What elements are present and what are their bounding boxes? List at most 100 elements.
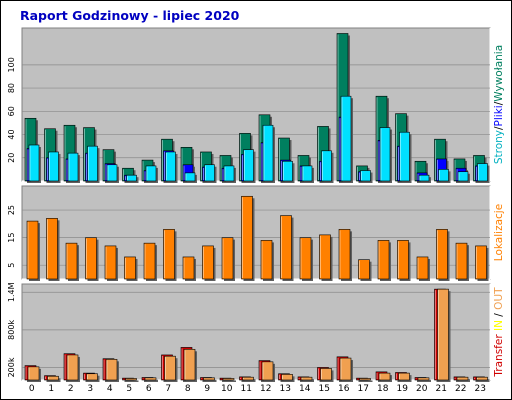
transfer-out-shadow: [205, 379, 217, 382]
x-tick-label: 5: [126, 384, 132, 394]
transfer-out-shadow: [420, 379, 431, 382]
transfer-out-shadow: [225, 380, 236, 382]
x-tick-label: 2: [68, 384, 74, 394]
ylabel-part: IN: [493, 320, 505, 331]
lokalizacje-bar-5: [124, 256, 136, 280]
chart-title: Raport Godzinowy - lipiec 2020: [20, 8, 240, 23]
panel-bytes: 200k 800k 1.4M Transfer IN / OUT: [7, 282, 505, 382]
panel-bytes-background: [21, 283, 491, 381]
transfer-out-bar-16: [339, 357, 352, 381]
lokalizacje-bar-17: [358, 259, 370, 280]
y-tick-label: 15: [7, 233, 16, 243]
x-tick-label: 21: [436, 384, 447, 394]
transfer-out-bar-6: [144, 377, 157, 381]
transfer-out-bar-9: [203, 377, 215, 381]
y-tick-label: 200k: [7, 357, 16, 377]
transfer-out-shadow: [303, 379, 314, 382]
transfer-out-bar-14: [300, 376, 313, 381]
ylabel-part: Strony: [493, 130, 505, 164]
y-tick-label: 800k: [7, 320, 16, 340]
x-tick-label: 20: [416, 384, 428, 394]
wywolania-bar-7: [165, 151, 176, 182]
panel-hits-background: [21, 27, 491, 182]
transfer-out-bar-11: [242, 376, 254, 381]
wywolania-bar-14: [301, 165, 313, 182]
transfer-out-shadow: [478, 379, 490, 382]
transfer-out-bar-23: [476, 376, 488, 381]
lokalizacje-bar-1: [46, 218, 58, 280]
transfer-out-bar-22: [456, 376, 469, 381]
x-tick-label: 7: [165, 384, 171, 394]
transfer-out-bar-8: [183, 348, 196, 381]
ylabel-part: /: [493, 126, 505, 130]
y-tick-label: 40: [7, 129, 16, 139]
transfer-out-shadow: [361, 380, 373, 382]
lokalizacje-bar-9: [202, 245, 214, 280]
wywolania-bar-23: [477, 163, 488, 182]
transfer-out-bar-4: [105, 359, 118, 381]
lokalizacje-bar-15: [319, 234, 331, 280]
wywolania-bar-11: [243, 149, 254, 182]
lokalizacje-bar-19: [397, 240, 409, 280]
lokalizacje-bar-8: [182, 256, 195, 280]
lokalizacje-bar-23: [475, 245, 487, 280]
y-tick-label: 1.4M: [7, 282, 16, 302]
ylabel-part: Wywołania: [493, 45, 505, 102]
wywolania-bar-21: [438, 169, 449, 182]
transfer-out-bar-15: [320, 368, 332, 381]
ylabel-part: Lokalizacje: [493, 204, 505, 261]
wywolania-bar-4: [106, 164, 118, 182]
wywolania-bar-9: [204, 164, 215, 182]
ylabel-part: Pliki: [493, 105, 505, 126]
wywolania-bar-12: [262, 124, 274, 182]
wywolania-bar-3: [87, 145, 98, 182]
x-tick-label: 17: [358, 384, 369, 394]
x-tick-label: 11: [241, 384, 252, 394]
transfer-out-bar-1: [47, 375, 59, 381]
y-tick-label: 80: [7, 83, 16, 93]
x-tick-label: 22: [455, 384, 466, 394]
lokalizacje-bar-20: [416, 256, 429, 280]
x-tick-label: 23: [475, 384, 486, 394]
x-tick-label: 4: [107, 384, 113, 394]
x-tick-label: 10: [221, 384, 233, 394]
transfer-out-bar-7: [164, 355, 176, 381]
transfer-out-bar-20: [417, 377, 430, 381]
lokalizacje-bar-13: [280, 215, 292, 280]
ylabel-part: /: [493, 101, 505, 105]
transfer-out-bar-17: [359, 378, 371, 381]
lokalizacje-bar-16: [338, 229, 351, 280]
y-tick-label: 100: [7, 57, 16, 72]
x-axis-labels: 0 1 2 3 4 5 6 7 8 9 10 11 12 13 14 15 16 17 18 19 20 21 22 23: [29, 384, 486, 394]
transfer-out-shadow: [147, 379, 158, 382]
wywolania-bar-20: [418, 174, 430, 182]
transfer-out-bar-13: [281, 374, 293, 381]
lokalizacje-bar-2: [65, 242, 78, 280]
transfer-out-bar-5: [125, 378, 137, 381]
panel-bytes-ylabel: Transfer IN / OUT: [493, 287, 505, 378]
wywolania-bar-2: [67, 152, 79, 182]
transfer-out-bar-21: [437, 288, 449, 381]
lokalizacje-bar-11: [241, 195, 253, 280]
panel-visits: 5 15 25 Lokalizacje: [7, 185, 505, 281]
wywolania-bar-19: [399, 131, 410, 182]
lokalizacje-bar-18: [377, 240, 390, 280]
lokalizacje-bar-7: [163, 229, 175, 280]
transfer-out-shadow: [459, 379, 470, 382]
x-tick-label: 16: [338, 384, 350, 394]
transfer-out-bar-19: [398, 372, 410, 381]
x-tick-label: 12: [260, 384, 271, 394]
lokalizacje-bar-12: [260, 240, 273, 280]
x-tick-label: 0: [29, 384, 35, 394]
transfer-out-bar-10: [222, 378, 235, 381]
wywolania-bar-17: [360, 170, 371, 182]
x-tick-label: 9: [204, 384, 210, 394]
wywolania-bar-1: [48, 151, 59, 182]
wywolania-bar-8: [184, 172, 196, 182]
lokalizacje-bar-21: [436, 229, 448, 280]
lokalizacje-bar-3: [85, 237, 97, 280]
